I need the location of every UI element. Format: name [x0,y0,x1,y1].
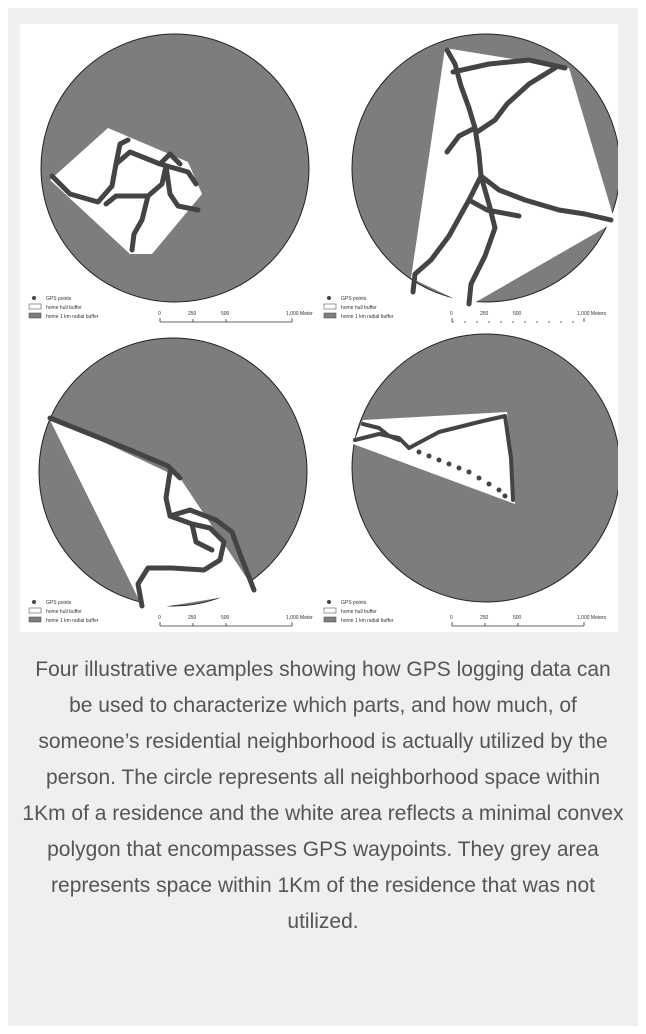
scale-bar: 0 250 500 1,000 Meter [158,615,313,627]
legend-radial-buffer: home 1 km radial buffer [46,618,99,624]
map-panel-3: GPS points home hull buffer home 1 km ra… [20,328,319,632]
gps-track [410,47,614,307]
legend-gps-points: GPS points [46,296,72,302]
scale-tick-500: 500 [513,615,522,621]
map-panel-2: GPS points home hull buffer home 1 km ra… [319,24,618,328]
scale-end-label: 1,000 Meter [286,615,313,621]
legend-hull-buffer: home hull buffer [46,305,82,311]
figure-image: GPS points home hull buffer home 1 km ra… [20,24,618,632]
map-panel-4: GPS points home hull buffer home 1 km ra… [319,328,618,632]
scale-tick-250: 250 [188,311,197,317]
scale-end-label: 1,000 Meters [577,311,607,317]
legend-radial-buffer: home 1 km radial buffer [341,618,394,624]
gps-track [47,415,257,609]
scale-tick-250: 250 [480,311,489,317]
legend: GPS points home hull buffer home 1 km ra… [323,600,394,624]
legend-hull-buffer: home hull buffer [341,609,377,615]
figure-card: GPS points home hull buffer home 1 km ra… [8,8,638,1026]
legend-radial-buffer: home 1 km radial buffer [341,314,394,320]
scale-tick-0: 0 [158,615,161,621]
scale-bar: 0 250 500 1,000 Meter [158,311,313,323]
scale-tick-250: 250 [480,615,489,621]
scale-bar: 0 250 500 1,000 Meters [450,311,607,323]
figure-caption: Four illustrative examples showing how G… [22,658,624,933]
legend: GPS points home hull buffer home 1 km ra… [323,296,394,320]
gps-dots [416,449,508,499]
scale-end-label: 1,000 Meter [286,311,313,317]
legend: GPS points home hull buffer home 1 km ra… [28,600,99,624]
map-panel-1: GPS points home hull buffer home 1 km ra… [20,24,319,328]
scale-tick-250: 250 [188,615,197,621]
scale-tick-0: 0 [450,615,453,621]
legend-hull-buffer: home hull buffer [46,609,82,615]
legend: GPS points home hull buffer home 1 km ra… [28,296,99,320]
scale-tick-500: 500 [221,311,230,317]
legend-radial-buffer: home 1 km radial buffer [46,314,99,320]
scale-end-label: 1,000 Meters [577,615,607,621]
scale-tick-500: 500 [513,311,522,317]
legend-gps-points: GPS points [46,600,72,606]
hull-polygon [411,48,615,306]
legend-hull-buffer: home hull buffer [341,305,377,311]
scale-tick-500: 500 [221,615,230,621]
gps-track [49,137,201,253]
scale-tick-0: 0 [158,311,161,317]
scale-tick-0: 0 [450,311,453,317]
gps-track [353,414,515,502]
hull-polygon [48,416,256,610]
legend-gps-points: GPS points [341,296,367,302]
scale-bar: 0 250 500 1,000 Meters [450,615,607,627]
legend-gps-points: GPS points [341,600,367,606]
